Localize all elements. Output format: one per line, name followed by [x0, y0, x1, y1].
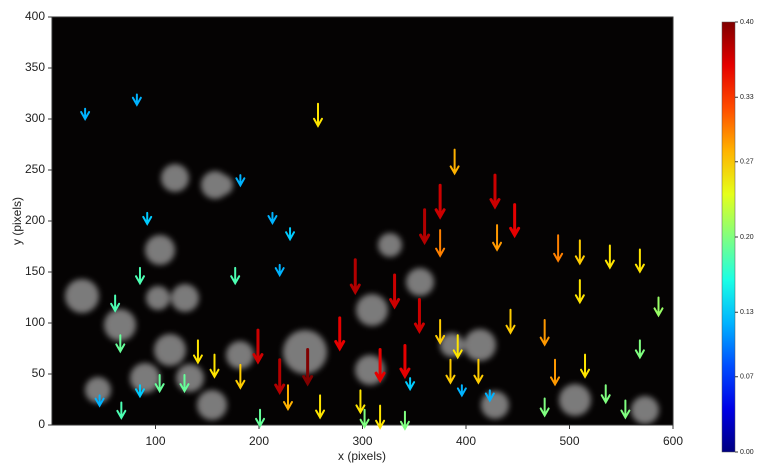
colorbar-tick-label: 0.27: [740, 159, 754, 166]
colorbar: [722, 22, 735, 452]
chart: x (pixels) y (pixels) 100200300400500600…: [0, 0, 772, 468]
x-tick-label: 500: [559, 434, 579, 448]
y-tick-label: 0: [38, 417, 45, 431]
colorbar-tick-label: 0.00: [740, 449, 754, 456]
y-tick-label: 250: [25, 162, 45, 176]
y-tick-label: 350: [25, 60, 45, 74]
colorbar-tick-label: 0.33: [740, 94, 754, 101]
y-axis-label: y (pixels): [10, 197, 24, 245]
y-tick-label: 50: [32, 366, 46, 380]
x-tick-label: 100: [145, 434, 165, 448]
x-tick-label: 400: [456, 434, 476, 448]
colorbar-tick-label: 0.20: [740, 234, 754, 241]
colorbar-tick-label: 0.13: [740, 309, 754, 316]
x-tick-label: 600: [663, 434, 683, 448]
colorbar-ticks: 0.00 0.07 0.13 0.20 0.27 0.33 0.40: [735, 19, 754, 456]
y-tick-label: 200: [25, 213, 45, 227]
x-axis-label: x (pixels): [338, 449, 386, 463]
y-tick-label: 300: [25, 111, 45, 125]
x-tick-label: 200: [249, 434, 269, 448]
y-tick-label: 100: [25, 315, 45, 329]
colorbar-tick-label: 0.07: [740, 374, 754, 381]
x-tick-label: 300: [352, 434, 372, 448]
y-tick-label: 150: [25, 264, 45, 278]
y-tick-label: 400: [25, 9, 45, 23]
colorbar-tick-label: 0.40: [740, 19, 754, 26]
